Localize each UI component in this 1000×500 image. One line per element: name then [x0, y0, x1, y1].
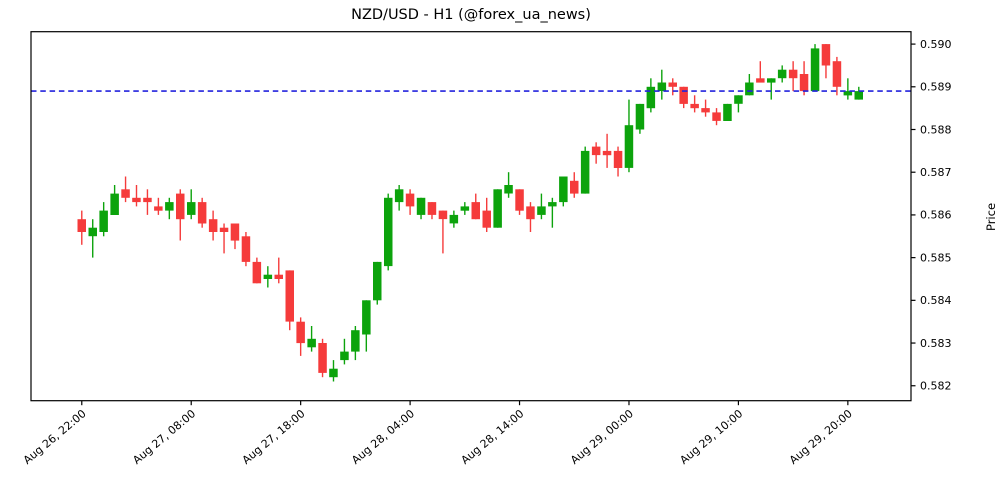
- candle: [854, 86, 863, 100]
- candle: [373, 261, 382, 305]
- candle: [537, 193, 546, 220]
- svg-text:Aug 27, 18:00: Aug 27, 18:00: [240, 407, 308, 467]
- candle: [526, 202, 535, 232]
- candle: [646, 78, 656, 113]
- candle: [734, 95, 743, 113]
- candle: [635, 103, 645, 134]
- svg-text:Aug 27, 08:00: Aug 27, 08:00: [130, 407, 198, 467]
- candle: [296, 317, 305, 356]
- y-axis-ticks: 0.582 0.583 0.584 0.585 0.586 0.587 0.588 0.589…: [911, 38, 952, 393]
- candle: [241, 232, 251, 267]
- candle: [580, 146, 590, 194]
- x-axis-ticks: Aug 26, 22:00 Aug 27, 08:00 Aug 27, 18:00 A…: [21, 400, 855, 467]
- svg-text:0.585: 0.585: [920, 251, 952, 264]
- candle: [701, 99, 710, 117]
- candle: [416, 197, 426, 220]
- candle: [318, 338, 327, 378]
- candle: [745, 74, 754, 96]
- candle: [285, 270, 294, 331]
- svg-text:Aug 26, 22:00: Aug 26, 22:00: [21, 407, 89, 467]
- svg-text:Aug 29, 10:00: Aug 29, 10:00: [677, 407, 745, 467]
- candle: [712, 108, 721, 126]
- candle: [88, 219, 97, 258]
- candle: [788, 61, 798, 92]
- candle: [351, 326, 360, 361]
- candle: [493, 189, 502, 228]
- y-axis-label-right: Price: [984, 202, 998, 232]
- candle: [504, 172, 513, 198]
- candle: [777, 65, 787, 83]
- candle: [624, 99, 634, 173]
- candle: [449, 210, 459, 228]
- candle: [274, 257, 283, 284]
- candle: [197, 197, 207, 228]
- chart-title: NZD/USD - H1 (@forex_ua_news): [351, 7, 591, 23]
- candle: [329, 360, 338, 382]
- candle: [99, 202, 108, 237]
- candle: [110, 185, 119, 215]
- candle: [843, 78, 853, 100]
- candle: [570, 172, 579, 198]
- candle: [810, 44, 820, 92]
- candle: [482, 197, 491, 232]
- candle: [821, 44, 831, 79]
- svg-text:Aug 29, 20:00: Aug 29, 20:00: [787, 407, 855, 467]
- svg-text:0.584: 0.584: [920, 294, 952, 307]
- svg-text:0.583: 0.583: [920, 337, 952, 350]
- candle: [613, 146, 623, 177]
- candle: [230, 223, 240, 250]
- candle: [394, 185, 404, 211]
- svg-text:0.590: 0.590: [920, 38, 952, 51]
- candle: [460, 202, 470, 215]
- candle: [690, 95, 699, 113]
- candle: [362, 300, 371, 352]
- svg-text:Aug 28, 04:00: Aug 28, 04:00: [349, 407, 417, 467]
- candle: [77, 210, 86, 245]
- candles-layer: [77, 44, 863, 382]
- candle: [767, 78, 776, 100]
- candle: [427, 202, 437, 220]
- candle: [756, 61, 765, 83]
- candle: [405, 189, 415, 215]
- candle: [340, 338, 349, 365]
- candle: [176, 189, 185, 241]
- svg-text:0.582: 0.582: [920, 380, 952, 393]
- candle: [548, 197, 557, 228]
- candle: [384, 193, 393, 271]
- candle: [132, 185, 141, 207]
- svg-text:Aug 29, 00:00: Aug 29, 00:00: [568, 407, 636, 467]
- svg-text:Aug 28, 14:00: Aug 28, 14:00: [459, 407, 527, 467]
- candle: [723, 103, 732, 121]
- candle: [515, 189, 524, 215]
- svg-text:0.587: 0.587: [920, 166, 952, 179]
- candle: [121, 176, 130, 203]
- svg-text:0.588: 0.588: [920, 123, 952, 136]
- candle: [832, 56, 842, 96]
- candle: [154, 197, 163, 215]
- candle: [208, 210, 218, 241]
- candle: [219, 223, 229, 254]
- candle: [252, 257, 262, 284]
- candle: [591, 142, 601, 164]
- candle: [165, 197, 174, 220]
- candle: [187, 189, 196, 220]
- candle: [668, 78, 677, 96]
- candle: [307, 326, 316, 352]
- svg-text:0.589: 0.589: [920, 81, 952, 94]
- candle: [679, 86, 688, 109]
- candle: [559, 176, 568, 207]
- plot-border: [30, 31, 912, 402]
- candle: [799, 61, 809, 96]
- candle: [438, 210, 448, 254]
- candle: [263, 266, 273, 288]
- svg-text:0.586: 0.586: [920, 209, 952, 222]
- candle: [143, 189, 152, 215]
- candle: [602, 133, 612, 168]
- candle: [657, 69, 667, 100]
- candle: [471, 193, 480, 220]
